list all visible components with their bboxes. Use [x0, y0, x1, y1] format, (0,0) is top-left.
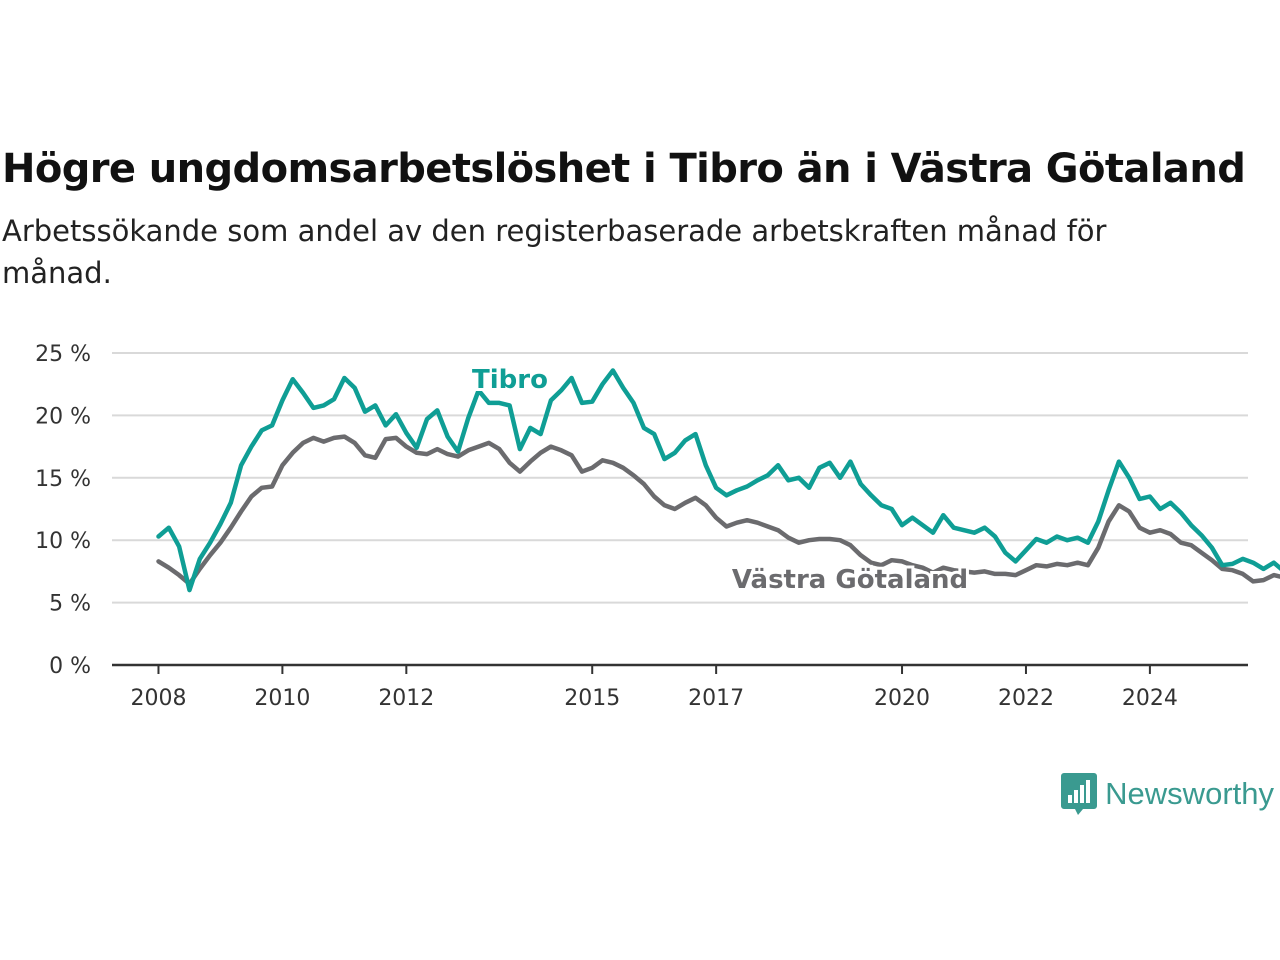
bar-chart-speech-bubble-icon	[1061, 773, 1098, 815]
y-tick-label: 0 %	[49, 654, 91, 679]
x-tick-label: 2022	[998, 686, 1054, 711]
y-tick-label: 25 %	[35, 342, 91, 367]
x-tick-label: 2012	[378, 686, 434, 711]
newsworthy-logo: Newsworthy	[1061, 773, 1274, 815]
y-tick-label: 15 %	[35, 467, 91, 492]
x-tick-label: 2008	[130, 686, 186, 711]
series-label-tibro: Tibro	[472, 365, 548, 395]
grid-lines	[112, 352, 1248, 604]
y-tick-label: 10 %	[35, 529, 91, 554]
x-axis-ticks: 2008 2010 2012 2015 2017 2020 2022 2024	[130, 665, 1178, 711]
series-line-vastra-gotaland	[156, 434, 1280, 587]
series-label-vastra-gotaland: Västra Götaland	[732, 565, 968, 595]
line-chart: 0 %5 %10 %15 %20 %25 % 2008 2010 2012 2015 2…	[35, 342, 1280, 711]
brand-name: Newsworthy	[1105, 776, 1274, 811]
x-tick-label: 2020	[874, 686, 930, 711]
x-tick-label: 2015	[564, 686, 620, 711]
y-tick-label: 20 %	[35, 404, 91, 429]
series-lines	[156, 368, 1280, 593]
x-tick-label: 2017	[688, 686, 744, 711]
y-tick-label: 5 %	[49, 592, 91, 617]
chart-subtitle: Arbetssökande som andel av den registerb…	[2, 214, 1107, 290]
y-axis-ticks: 0 % 5 % 10 % 15 % 20 % 25 %	[35, 342, 91, 679]
chart-title: Högre ungdomsarbetslöshet i Tibro än i V…	[2, 146, 1246, 192]
x-tick-label: 2010	[254, 686, 310, 711]
series-line-tibro	[156, 368, 1280, 593]
x-tick-label: 2024	[1122, 686, 1178, 711]
